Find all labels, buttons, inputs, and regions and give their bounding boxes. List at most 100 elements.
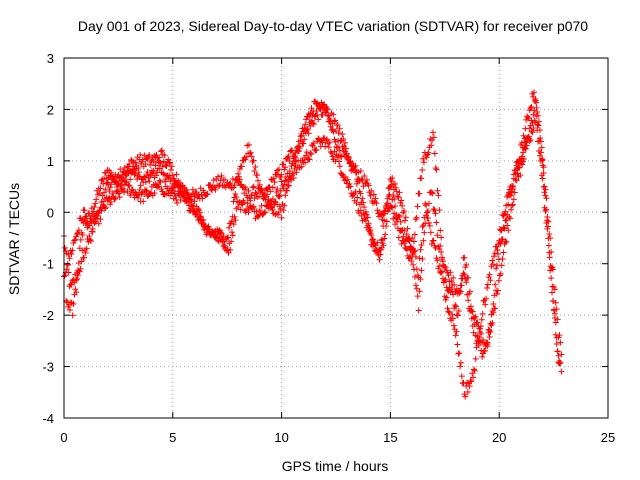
data-point	[117, 182, 124, 189]
data-point	[549, 283, 556, 290]
data-point	[324, 113, 331, 120]
data-point	[151, 190, 158, 197]
data-point	[135, 169, 142, 176]
data-point	[255, 177, 262, 184]
data-point	[124, 188, 131, 195]
data-point	[464, 389, 471, 396]
data-point	[107, 184, 114, 191]
data-point	[432, 210, 439, 217]
data-point	[158, 148, 165, 155]
data-point	[445, 308, 452, 315]
data-point	[517, 172, 524, 179]
data-point	[137, 151, 144, 158]
data-point	[339, 131, 346, 138]
data-point	[462, 393, 469, 400]
data-point	[102, 186, 109, 193]
data-point	[251, 168, 258, 175]
data-point	[193, 207, 200, 214]
data-point	[61, 272, 68, 279]
data-point	[433, 166, 440, 173]
data-point	[535, 138, 542, 145]
data-point	[315, 116, 322, 123]
data-point	[468, 378, 475, 385]
data-point	[455, 308, 462, 315]
data-point	[449, 311, 456, 318]
data-point	[558, 368, 565, 375]
data-point	[101, 189, 108, 196]
data-point	[529, 129, 536, 136]
data-point	[146, 152, 153, 159]
data-point	[453, 328, 460, 335]
data-point	[207, 181, 214, 188]
data-point	[174, 181, 181, 188]
data-point	[125, 182, 132, 189]
chart-title: Day 001 of 2023, Sidereal Day-to-day VTE…	[78, 18, 588, 34]
data-point	[440, 279, 447, 286]
data-point	[300, 140, 307, 147]
data-point	[467, 377, 474, 384]
data-point	[108, 198, 115, 205]
data-point	[69, 312, 76, 319]
data-point	[159, 188, 166, 195]
data-point	[415, 307, 422, 314]
data-point	[533, 104, 540, 111]
data-point	[466, 288, 473, 295]
data-point	[539, 157, 546, 164]
data-point	[352, 169, 359, 176]
data-point	[102, 204, 109, 211]
data-point	[66, 255, 73, 262]
data-point	[421, 229, 428, 236]
data-point	[549, 289, 556, 296]
y-tick-label: 0	[47, 205, 54, 220]
data-point	[149, 170, 156, 177]
data-point	[198, 217, 205, 224]
data-point	[392, 184, 399, 191]
x-tick-label: 10	[274, 430, 288, 445]
data-point	[238, 163, 245, 170]
data-point	[543, 220, 550, 227]
data-point	[112, 195, 119, 202]
y-tick-labels: -4 -3 -2 -1 0 1 2 3	[42, 51, 54, 426]
data-point	[87, 236, 94, 243]
data-point	[427, 229, 434, 236]
data-point	[92, 200, 99, 207]
data-point	[416, 190, 423, 197]
data-point	[230, 198, 237, 205]
data-point	[251, 195, 258, 202]
data-point	[494, 262, 501, 269]
data-point	[211, 229, 218, 236]
data-point	[496, 237, 503, 244]
data-point	[374, 248, 381, 255]
data-point	[214, 231, 221, 238]
data-point	[532, 97, 539, 104]
data-point	[439, 268, 446, 275]
data-point	[388, 178, 395, 185]
data-point	[418, 242, 425, 249]
data-point	[77, 236, 84, 243]
data-point	[465, 274, 472, 281]
data-point	[131, 166, 138, 173]
data-point	[508, 202, 515, 209]
x-tick-labels: 0 5 10 15 20 25	[60, 430, 615, 445]
data-point	[393, 218, 400, 225]
data-point	[181, 184, 188, 191]
data-point	[546, 254, 553, 261]
data-point	[226, 224, 233, 231]
data-point	[461, 271, 468, 278]
data-point	[525, 115, 532, 122]
data-point	[384, 200, 391, 207]
data-point	[411, 248, 418, 255]
data-point	[484, 284, 491, 291]
data-point	[81, 207, 88, 214]
data-point	[132, 170, 139, 177]
data-point	[483, 341, 490, 348]
data-point	[155, 183, 162, 190]
data-point	[75, 227, 82, 234]
data-point	[252, 163, 259, 170]
data-point	[167, 178, 174, 185]
data-point	[467, 306, 474, 313]
data-point	[245, 187, 252, 194]
data-point	[280, 207, 287, 214]
data-point	[392, 215, 399, 222]
data-point	[228, 229, 235, 236]
